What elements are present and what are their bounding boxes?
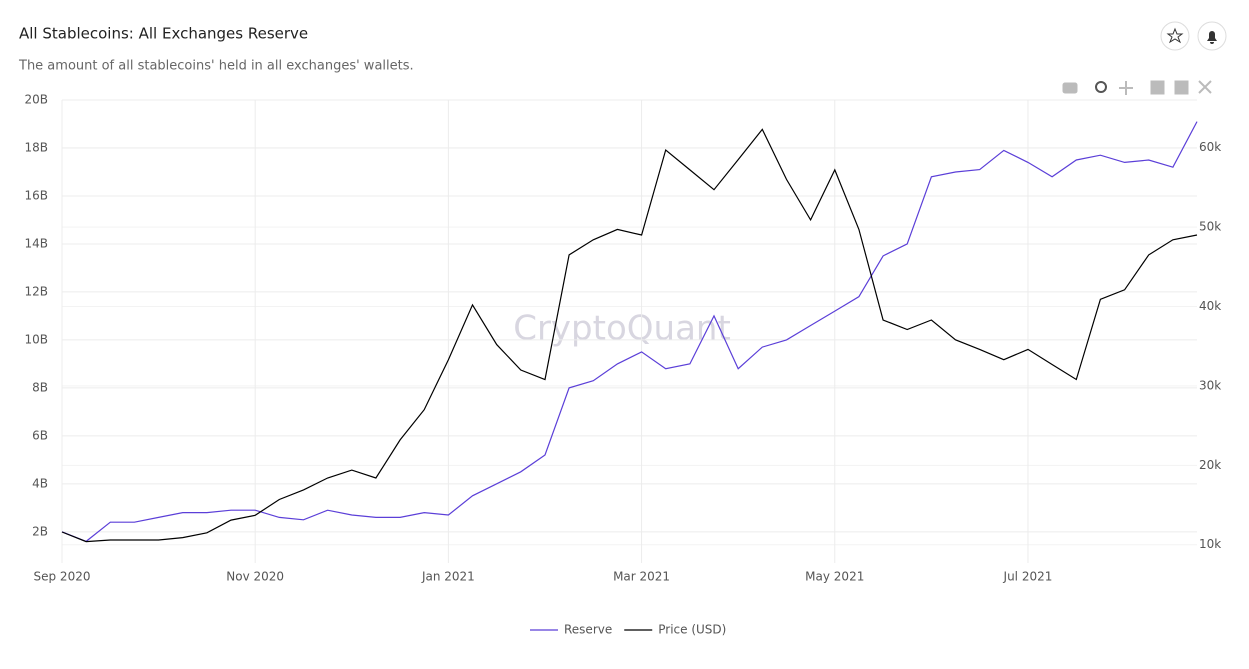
x-tick-label: Mar 2021 bbox=[613, 570, 670, 584]
star-button[interactable] bbox=[1160, 21, 1190, 51]
y-tick-label: 2B bbox=[32, 524, 48, 538]
watermark: CryptoQuant bbox=[513, 309, 731, 349]
y-tick-label: 14B bbox=[24, 236, 48, 250]
x-tick-label: Sep 2020 bbox=[34, 570, 91, 584]
legend-label: Price (USD) bbox=[658, 623, 726, 637]
chart-subtitle: The amount of all stablecoins' held in a… bbox=[18, 59, 414, 74]
y-tick-label: 20B bbox=[24, 93, 48, 107]
legend-label: Reserve bbox=[564, 623, 612, 637]
y2-tick-label: 40k bbox=[1199, 299, 1221, 313]
x-tick-label: Jul 2021 bbox=[1003, 570, 1053, 584]
x-tick-label: Jan 2021 bbox=[421, 570, 475, 584]
x-tick-label: Nov 2020 bbox=[226, 570, 284, 584]
y-tick-label: 10B bbox=[24, 332, 48, 346]
toolbar[interactable] bbox=[1062, 80, 1212, 95]
y-tick-label: 16B bbox=[24, 188, 48, 202]
line bbox=[61, 121, 1198, 543]
y2-tick-label: 60k bbox=[1199, 140, 1221, 154]
chart-title: All Stablecoins: All Exchanges Reserve bbox=[19, 25, 308, 43]
line bbox=[61, 128, 1198, 543]
y-tick-label: 18B bbox=[24, 140, 48, 154]
y2-tick-label: 10k bbox=[1199, 537, 1221, 551]
x-tick-label: May 2021 bbox=[805, 570, 864, 584]
y-tick-label: 6B bbox=[32, 428, 48, 442]
y2-tick-label: 30k bbox=[1199, 378, 1221, 392]
y2-tick-label: 50k bbox=[1199, 220, 1221, 234]
y-tick-label: 12B bbox=[24, 284, 48, 298]
y-tick-label: 8B bbox=[32, 380, 48, 394]
bell-button[interactable] bbox=[1197, 21, 1227, 51]
y-tick-label: 4B bbox=[32, 476, 48, 490]
y2-tick-label: 20k bbox=[1199, 458, 1221, 472]
